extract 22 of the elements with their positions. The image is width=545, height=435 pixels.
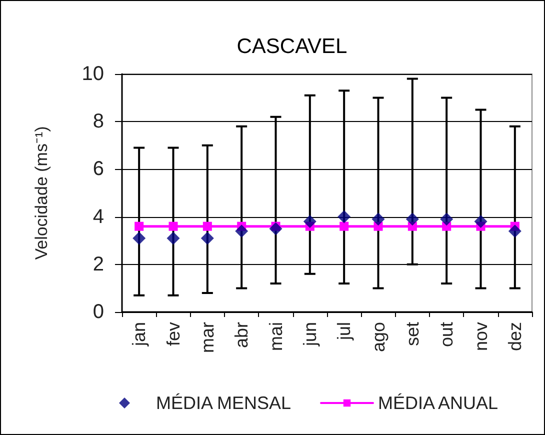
- x-tick-label: jan: [129, 322, 150, 348]
- legend-label: MÉDIA ANUAL: [378, 393, 498, 413]
- x-tick-label: mar: [197, 322, 218, 353]
- x-tick-label: jul: [334, 322, 354, 342]
- chart-title: CASCAVEL: [236, 35, 348, 58]
- x-tick-label: dez: [504, 322, 525, 352]
- x-tick-label: set: [402, 322, 422, 346]
- y-tick-label: 10: [82, 63, 104, 85]
- y-tick-label: 2: [92, 253, 104, 276]
- legend-label: MÉDIA MENSAL: [156, 393, 292, 413]
- x-tick-label: nov: [470, 322, 491, 352]
- y-tick-label: 6: [92, 158, 104, 180]
- x-tick-label: jun: [300, 322, 320, 348]
- x-tick-label: fev: [163, 322, 184, 346]
- y-tick-label: 0: [92, 301, 104, 323]
- x-tick-label: out: [436, 322, 457, 348]
- x-tick-label: abr: [232, 322, 252, 348]
- y-tick-label: 4: [92, 206, 104, 228]
- x-tick-label: ago: [368, 322, 388, 352]
- x-tick-label: mai: [266, 322, 286, 352]
- y-axis-title: Velocidade (ms⁻¹): [32, 126, 51, 260]
- y-tick-label: 8: [92, 110, 104, 133]
